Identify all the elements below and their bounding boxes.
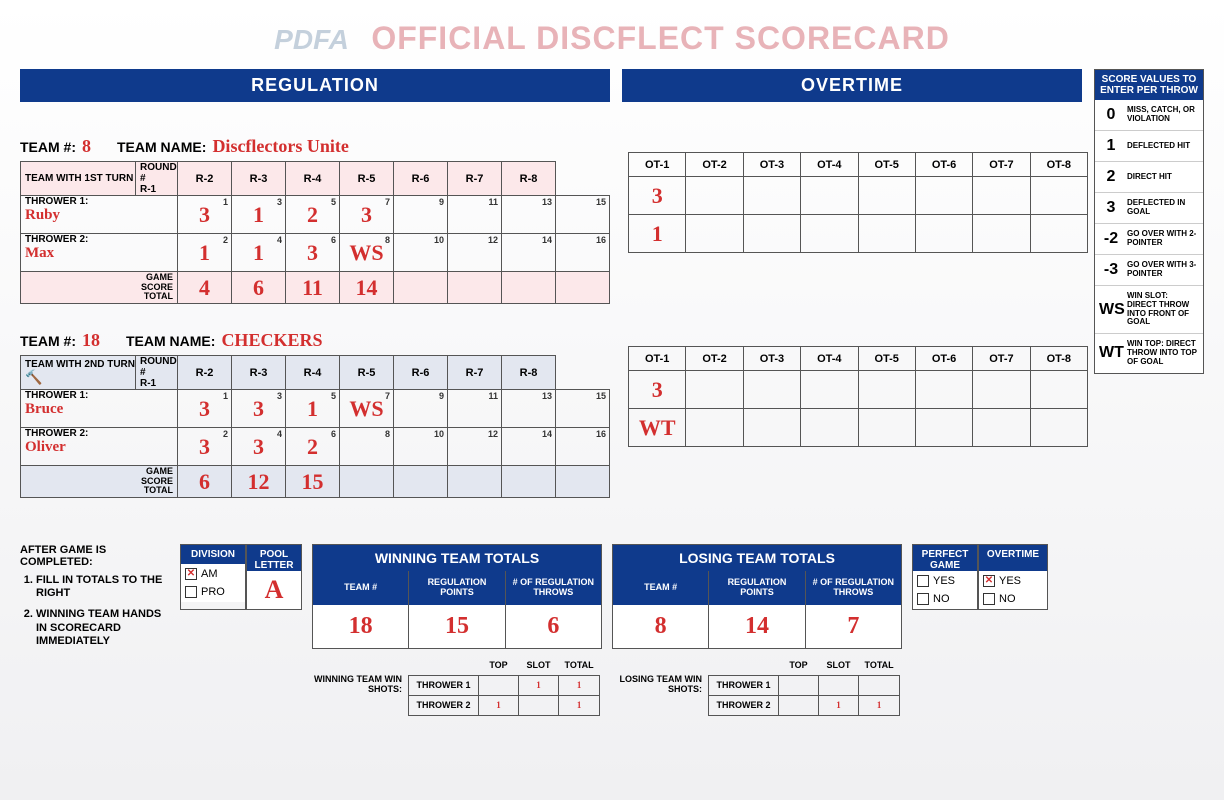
checkbox-pro[interactable] xyxy=(185,586,197,598)
team2-label: TEAM #: 18 TEAM NAME: CHECKERS xyxy=(20,330,610,351)
winning-team-num: 18 xyxy=(313,605,408,648)
page-header: PDFA OFFICIAL DISCFLECT SCORECARD xyxy=(20,20,1204,57)
checkbox-am[interactable] xyxy=(185,568,197,580)
team1-name: Discflectors Unite xyxy=(212,136,348,157)
score-legend: SCORE VALUES TO ENTER PER THROW 0MISS, C… xyxy=(1094,69,1204,374)
losing-points: 14 xyxy=(709,605,804,648)
legend-desc: GO OVER WITH 3-POINTER xyxy=(1127,261,1199,279)
winning-totals-box: WINNING TEAM TOTALS TEAM #18 REGULATION … xyxy=(312,544,602,649)
legend-desc: DIRECT HIT xyxy=(1127,173,1172,182)
logo-text: PDFA xyxy=(274,24,349,55)
legend-desc: DEFLECTED HIT xyxy=(1127,142,1190,151)
team2-regulation-table: TEAM WITH 2ND TURN 🔨ROUND #R-1R-2R-3R-4R… xyxy=(20,355,610,498)
legend-header: SCORE VALUES TO ENTER PER THROW xyxy=(1095,70,1203,100)
legend-key: WT xyxy=(1099,344,1123,362)
checkbox-overtime-yes[interactable] xyxy=(983,575,995,587)
page-title: OFFICIAL DISCFLECT SCORECARD xyxy=(371,20,950,56)
winning-winshots-table: TOPSLOTTOTAL THROWER 111 THROWER 211 xyxy=(408,655,600,716)
team1-regulation-table: TEAM WITH 1ST TURNROUND #R-1R-2R-3R-4R-5… xyxy=(20,161,610,304)
losing-team-num: 8 xyxy=(613,605,708,648)
winning-points: 15 xyxy=(409,605,504,648)
overtime-header: OVERTIME xyxy=(622,69,1082,102)
legend-desc: WIN TOP: DIRECT THROW INTO TOP OF GOAL xyxy=(1127,340,1199,366)
legend-key: -3 xyxy=(1099,261,1123,279)
regulation-header: REGULATION xyxy=(20,69,610,102)
losing-winshots-table: TOPSLOTTOTAL THROWER 1 THROWER 211 xyxy=(708,655,900,716)
legend-key: 3 xyxy=(1099,199,1123,217)
losing-throws: 7 xyxy=(806,605,901,648)
legend-desc: WIN SLOT: DIRECT THROW INTO FRONT OF GOA… xyxy=(1127,292,1199,327)
legend-key: WS xyxy=(1099,301,1123,319)
legend-desc: GO OVER WITH 2-POINTER xyxy=(1127,230,1199,248)
team1-overtime-table: OT-1OT-2OT-3OT-4OT-5OT-6OT-7OT-831 xyxy=(628,152,1088,253)
legend-key: 2 xyxy=(1099,168,1123,186)
legend-key: 1 xyxy=(1099,137,1123,155)
team1-label: TEAM #: 8 TEAM NAME: Discflectors Unite xyxy=(20,136,610,157)
division-pool-box: DIVISION AM PRO POOL LETTER A xyxy=(180,544,302,610)
checkbox-overtime-no[interactable] xyxy=(983,593,995,605)
legend-key: 0 xyxy=(1099,106,1123,124)
checkbox-perfect-no[interactable] xyxy=(917,593,929,605)
perfect-overtime-box: PERFECT GAME YES NO OVERTIME YES NO xyxy=(912,544,1048,610)
team2-number: 18 xyxy=(82,330,100,351)
pool-letter-value: A xyxy=(247,571,301,609)
losing-totals-box: LOSING TEAM TOTALS TEAM #8 REGULATION PO… xyxy=(612,544,902,649)
team2-overtime-table: OT-1OT-2OT-3OT-4OT-5OT-6OT-7OT-83WT xyxy=(628,346,1088,447)
team1-number: 8 xyxy=(82,136,91,157)
legend-key: -2 xyxy=(1099,230,1123,248)
winning-throws: 6 xyxy=(506,605,601,648)
legend-desc: MISS, CATCH, OR VIOLATION xyxy=(1127,106,1199,124)
legend-desc: DEFLECTED IN GOAL xyxy=(1127,199,1199,217)
checkbox-perfect-yes[interactable] xyxy=(917,575,929,587)
after-game-instructions: AFTER GAME IS COMPLETED: FILL IN TOTALS … xyxy=(20,544,170,656)
team2-name: CHECKERS xyxy=(221,330,322,351)
